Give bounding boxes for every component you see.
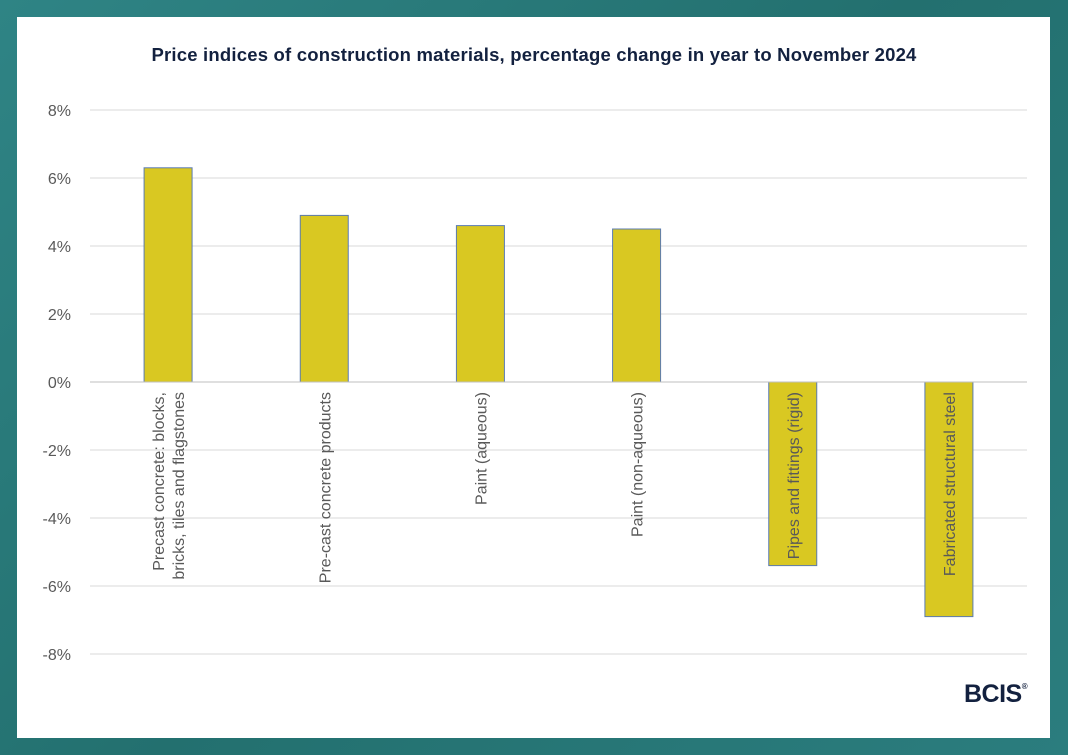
x-category-label: Paint (non-aqueous) bbox=[630, 392, 647, 537]
x-category-label: Paint (aqueous) bbox=[473, 392, 490, 505]
bar bbox=[455, 225, 505, 383]
bar bbox=[924, 381, 974, 618]
bar bbox=[299, 214, 349, 383]
y-tick-label: -2% bbox=[43, 443, 71, 460]
y-tick-label: -4% bbox=[43, 511, 71, 528]
chart-title: Price indices of construction materials,… bbox=[151, 44, 917, 65]
bar bbox=[768, 381, 818, 567]
x-category-label: Precast concrete: blocks, bbox=[151, 392, 168, 571]
y-tick-label: -8% bbox=[43, 647, 71, 664]
x-category-label: bricks, tiles and flagstones bbox=[171, 392, 188, 580]
y-tick-label: 4% bbox=[48, 239, 71, 256]
y-tick-label: 0% bbox=[48, 375, 71, 392]
x-category-label: Pipes and fittings (rigid) bbox=[786, 392, 803, 559]
bar bbox=[612, 228, 662, 383]
y-tick-label: 8% bbox=[48, 103, 71, 120]
x-category-label: Pre-cast concrete products bbox=[317, 392, 334, 583]
y-tick-label: 6% bbox=[48, 171, 71, 188]
x-category-label: Fabricated structural steel bbox=[942, 392, 959, 576]
bcis-logo: BCIS® bbox=[964, 680, 1028, 708]
y-tick-label: -6% bbox=[43, 579, 71, 596]
bar bbox=[143, 167, 193, 383]
y-tick-label: 2% bbox=[48, 307, 71, 324]
